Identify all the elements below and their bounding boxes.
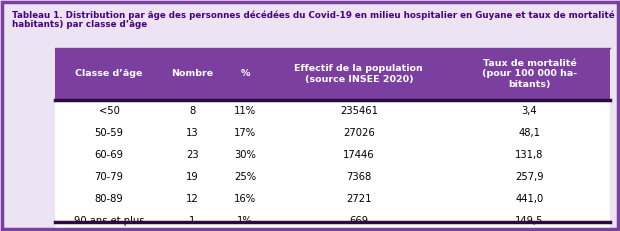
Text: 19: 19 [186, 172, 199, 182]
Text: 23: 23 [186, 150, 198, 160]
Text: habitants) par classe d’âge: habitants) par classe d’âge [12, 20, 147, 29]
Text: Taux de mortalité
(pour 100 000 ha-
bitants): Taux de mortalité (pour 100 000 ha- bita… [482, 59, 577, 89]
Bar [55, 210, 610, 231]
Text: 11%: 11% [234, 106, 256, 116]
Text: <50: <50 [99, 106, 120, 116]
Bar [55, 100, 610, 122]
Text: 669: 669 [349, 216, 368, 226]
Bar [55, 122, 610, 144]
Text: 3,4: 3,4 [521, 106, 538, 116]
Text: 1: 1 [189, 216, 195, 226]
Text: %: % [241, 70, 250, 79]
Text: 17446: 17446 [343, 150, 374, 160]
Text: Nombre: Nombre [171, 70, 213, 79]
Text: 90 ans et plus: 90 ans et plus [74, 216, 144, 226]
Text: 48,1: 48,1 [518, 128, 541, 138]
Bar [55, 144, 610, 166]
Bar [55, 48, 610, 100]
Text: 235461: 235461 [340, 106, 378, 116]
Text: 80-89: 80-89 [95, 194, 123, 204]
Text: Classe d’âge: Classe d’âge [76, 70, 143, 79]
Text: 16%: 16% [234, 194, 256, 204]
Text: Effectif de la population
(source INSEE 2020): Effectif de la population (source INSEE … [294, 64, 423, 84]
Text: 25%: 25% [234, 172, 256, 182]
Text: 7368: 7368 [346, 172, 371, 182]
Bar [55, 166, 610, 188]
Text: 30%: 30% [234, 150, 256, 160]
Text: 50-59: 50-59 [95, 128, 123, 138]
Bar [55, 188, 610, 210]
Text: 12: 12 [186, 194, 199, 204]
Text: 257,9: 257,9 [515, 172, 544, 182]
Text: 149,5: 149,5 [515, 216, 544, 226]
Text: 27026: 27026 [343, 128, 374, 138]
Text: 17%: 17% [234, 128, 256, 138]
Text: 441,0: 441,0 [515, 194, 544, 204]
Text: 1%: 1% [237, 216, 253, 226]
Text: 2721: 2721 [346, 194, 371, 204]
Text: 8: 8 [189, 106, 195, 116]
Text: 70-79: 70-79 [95, 172, 123, 182]
Text: 13: 13 [186, 128, 198, 138]
Text: 131,8: 131,8 [515, 150, 544, 160]
Text: Tableau 1. Distribution par âge des personnes décédées du Covid-19 en milieu hos: Tableau 1. Distribution par âge des pers… [12, 10, 620, 19]
Text: 60-69: 60-69 [95, 150, 123, 160]
